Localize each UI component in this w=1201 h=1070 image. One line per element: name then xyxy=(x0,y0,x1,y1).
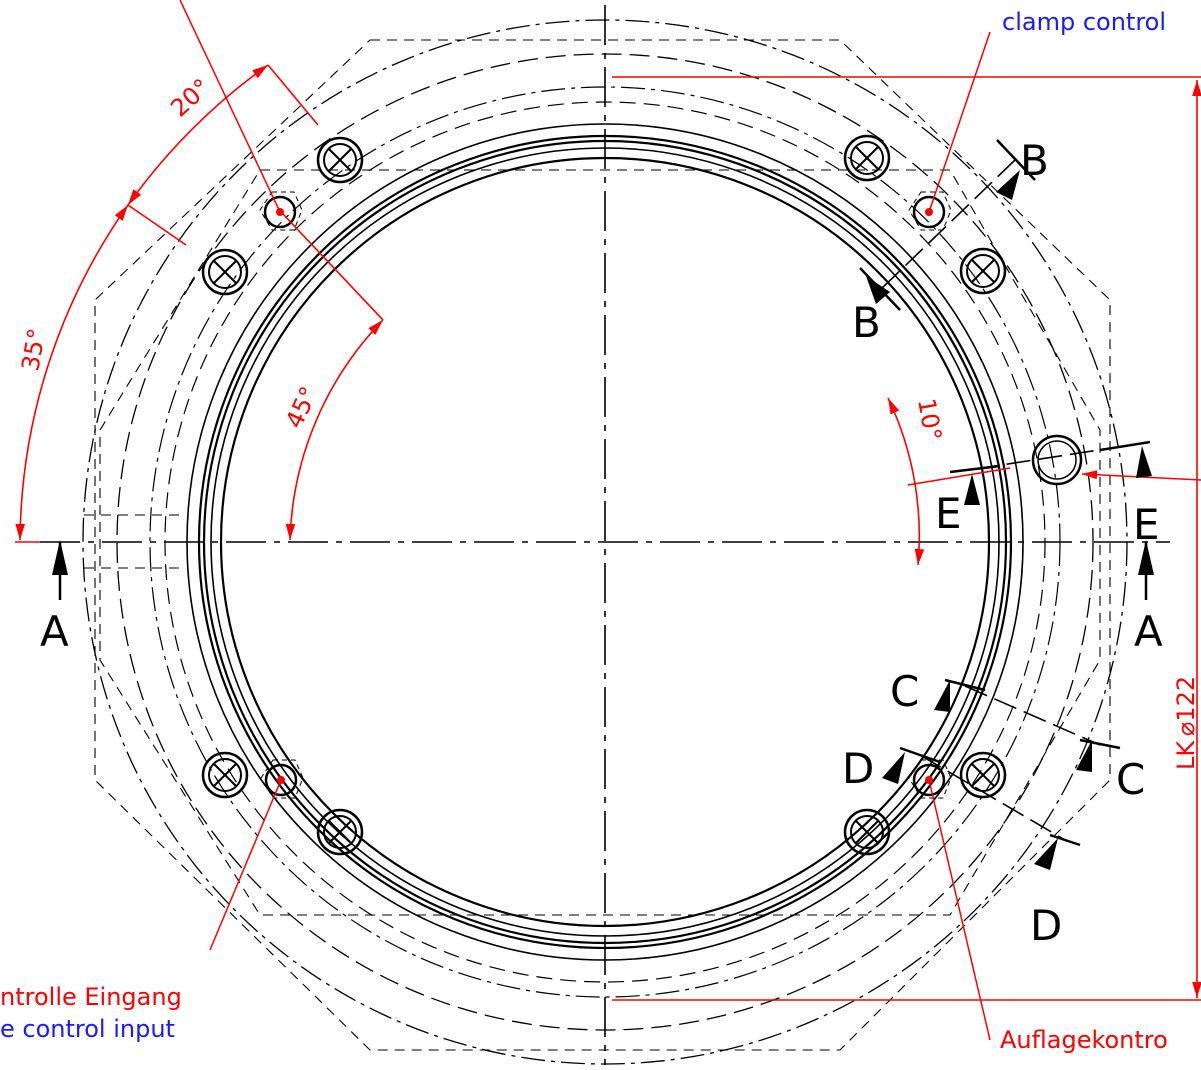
angle-label-10: 10° xyxy=(912,396,947,443)
section-label-c-right: C xyxy=(1116,755,1145,804)
section-label-d-right: D xyxy=(1030,901,1062,950)
centerlines xyxy=(40,5,1170,1065)
section-arrows xyxy=(52,170,1154,870)
angle-dimensions xyxy=(15,64,1011,566)
section-label-e-left: E xyxy=(935,489,962,538)
section-cuts xyxy=(879,159,1126,841)
bolt-circle-dimension xyxy=(612,76,1201,1001)
section-label-a-right: A xyxy=(1134,607,1163,656)
section-arrow-icon xyxy=(1138,540,1154,575)
note-support-de: Auflagekontro xyxy=(1000,1026,1168,1054)
ports xyxy=(258,190,1083,800)
angle-label-35: 35° xyxy=(16,326,51,373)
angle-label-45: 45° xyxy=(280,382,323,432)
note-input-en: e control input xyxy=(0,1015,175,1043)
screws xyxy=(201,134,1007,856)
section-label-b-bottom: B xyxy=(852,298,881,347)
bolt-circle-label: LK ⌀122 xyxy=(1172,676,1200,770)
angle-label-20: 20° xyxy=(165,73,215,122)
section-label-a-left: A xyxy=(40,607,69,656)
section-label-e-right: E xyxy=(1133,500,1160,549)
note-input-de: ntrolle Eingang xyxy=(0,983,182,1011)
leader-lines xyxy=(179,0,1201,1041)
note-clamp-control: clamp control xyxy=(1002,8,1166,36)
section-arrow-icon xyxy=(52,540,68,575)
section-label-b-top: B xyxy=(1020,136,1049,185)
section-label-c-left: C xyxy=(890,667,919,716)
section-label-d-left: D xyxy=(842,744,874,793)
